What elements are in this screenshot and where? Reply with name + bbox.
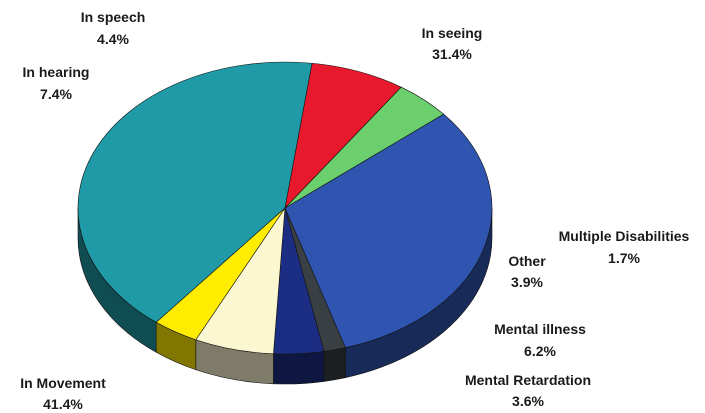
value-in-seeing: 31.4% [432, 46, 472, 62]
label-multiple-disabilities: Multiple Disabilities [559, 228, 690, 244]
pie-side-multiple-disabilities [323, 347, 346, 382]
label-in-seeing: In seeing [422, 25, 483, 41]
pie-slice-in-speech [284, 86, 445, 209]
value-multiple-disabilities: 1.7% [608, 250, 640, 266]
label-in-speech: In speech [81, 9, 146, 25]
value-in-speech: 4.4% [97, 31, 129, 47]
pie-slice-in-seeing [284, 113, 493, 348]
value-in-hearing: 7.4% [40, 86, 72, 102]
value-other: 3.9% [511, 274, 543, 290]
pie-slice-in-movement [77, 61, 313, 323]
label-mental-illness: Mental illness [494, 321, 586, 337]
value-mental-retardation: 3.6% [512, 393, 544, 409]
label-in-movement: In Movement [20, 375, 106, 391]
label-in-hearing: In hearing [23, 64, 90, 80]
label-other: Other [508, 253, 546, 269]
pie-slices [77, 61, 493, 355]
pie-sides [77, 207, 493, 385]
pie-slice-in-hearing [284, 62, 402, 209]
value-in-movement: 41.4% [43, 396, 83, 412]
label-mental-retardation: Mental Retardation [465, 372, 591, 388]
value-mental-illness: 6.2% [524, 343, 556, 359]
pie-side-other [273, 351, 325, 385]
